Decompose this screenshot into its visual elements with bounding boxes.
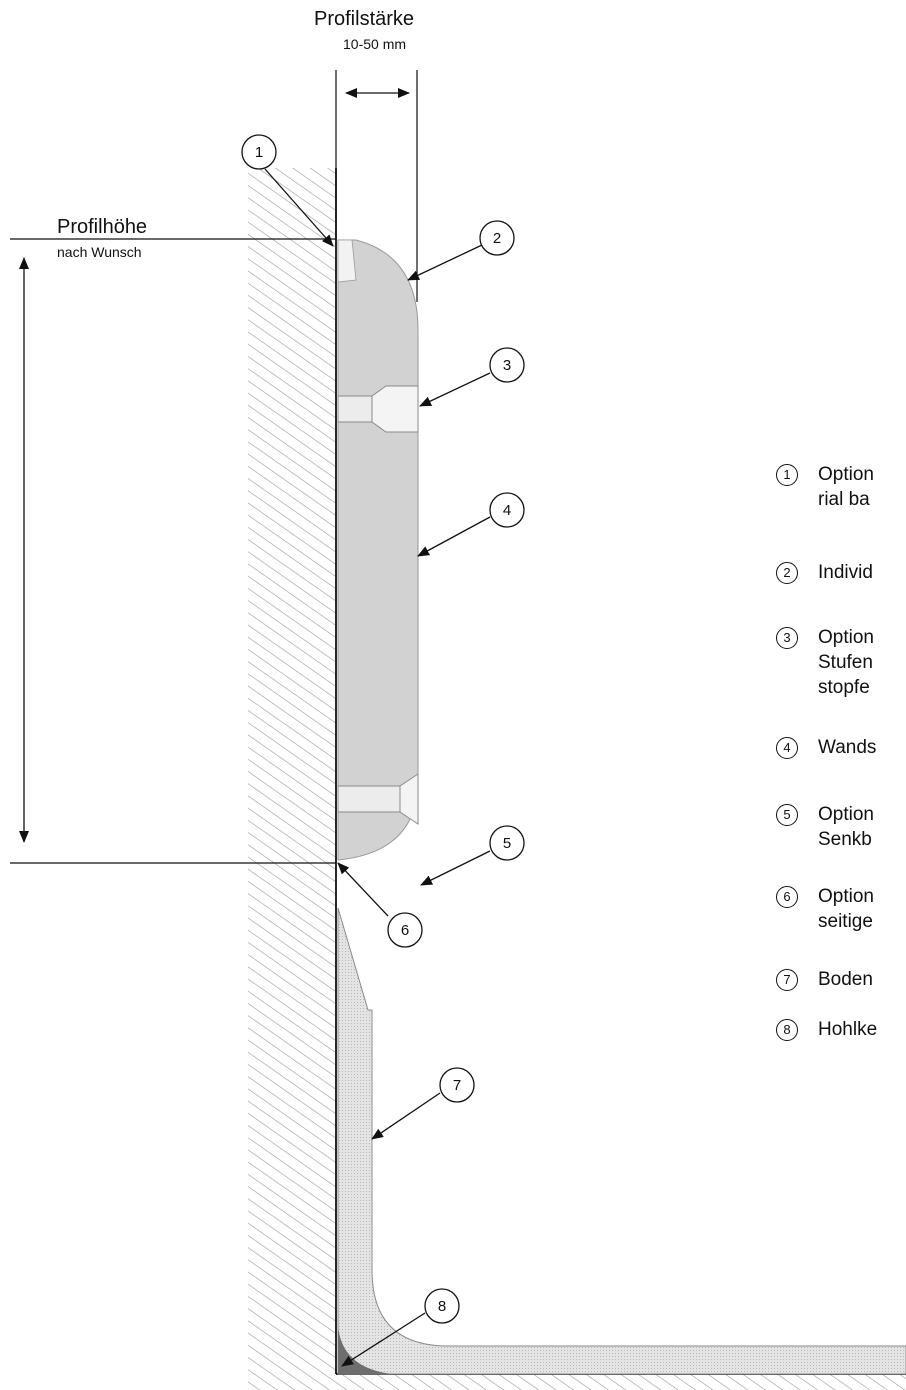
legend-number: 8 bbox=[776, 1019, 798, 1041]
legend-number: 2 bbox=[776, 562, 798, 584]
thickness-title: Profilstärke bbox=[314, 8, 415, 30]
leader-6 bbox=[337, 862, 389, 917]
callout-circle-6 bbox=[387, 912, 423, 948]
height-dimension bbox=[10, 238, 336, 864]
legend-number: 6 bbox=[776, 886, 798, 908]
leader-lines bbox=[264, 168, 491, 1367]
callout-circle-1 bbox=[241, 134, 277, 170]
legend-number: 7 bbox=[776, 969, 798, 991]
thickness-dimension bbox=[335, 70, 418, 302]
legend-text-line: Stufen bbox=[818, 652, 873, 673]
height-value: nach Wunsch bbox=[57, 244, 142, 260]
floor-covering bbox=[337, 907, 906, 1375]
callout-circle-8 bbox=[424, 1288, 460, 1324]
callout-circles bbox=[241, 134, 525, 1324]
leader-2 bbox=[407, 244, 483, 281]
legend-text-line: Option bbox=[818, 627, 874, 648]
legend-text-line: Hohlke bbox=[818, 1019, 878, 1040]
legend-text-line: rial ba bbox=[818, 489, 870, 510]
legend-text-line: Individ bbox=[818, 562, 873, 583]
callout-number-1: 1 bbox=[255, 144, 263, 161]
callout-number-5: 5 bbox=[503, 835, 511, 852]
legend-text-line: Option bbox=[818, 886, 874, 907]
callout-number-7: 7 bbox=[453, 1077, 461, 1094]
legend-text-line: Wands bbox=[818, 737, 877, 758]
callout-number-6: 6 bbox=[401, 922, 409, 939]
callout-circle-5 bbox=[489, 825, 525, 861]
leader-7 bbox=[371, 1092, 441, 1140]
callout-number-4: 4 bbox=[503, 502, 511, 519]
callout-circle-3 bbox=[489, 347, 525, 383]
height-title: Profilhöhe bbox=[57, 216, 148, 238]
legend-number: 4 bbox=[776, 737, 798, 759]
countersunk-screw bbox=[337, 773, 419, 825]
legend-text-line: Boden bbox=[818, 969, 873, 990]
leader-3 bbox=[419, 372, 491, 407]
callout-number-8: 8 bbox=[438, 1298, 446, 1315]
callout-circle-2 bbox=[479, 220, 515, 256]
legend-text-line: stopfe bbox=[818, 677, 870, 698]
leader-8 bbox=[341, 1312, 426, 1367]
callout-number-3: 3 bbox=[503, 357, 511, 374]
legend-text-line: Option bbox=[818, 464, 874, 485]
leader-1 bbox=[264, 168, 334, 247]
legend-text-line: seitige bbox=[818, 911, 873, 932]
callout-circle-4 bbox=[489, 492, 525, 528]
callout-numbers: 1 2 3 4 5 6 7 8 bbox=[255, 144, 511, 1315]
callout-circle-7 bbox=[439, 1067, 475, 1103]
legend-number: 5 bbox=[776, 804, 798, 826]
legend-number: 1 bbox=[776, 464, 798, 486]
wall-hatching bbox=[248, 168, 906, 1390]
top-seal bbox=[337, 239, 357, 283]
thickness-value: 10-50 mm bbox=[343, 36, 407, 52]
leader-4 bbox=[417, 516, 491, 557]
legend-number: 3 bbox=[776, 627, 798, 649]
callout-number-2: 2 bbox=[493, 230, 501, 247]
legend-text-line: Option bbox=[818, 804, 874, 825]
wall-profile bbox=[337, 239, 419, 861]
screw-plug bbox=[337, 385, 419, 433]
legend-text-line: Senkb bbox=[818, 829, 872, 850]
leader-5 bbox=[420, 850, 491, 886]
